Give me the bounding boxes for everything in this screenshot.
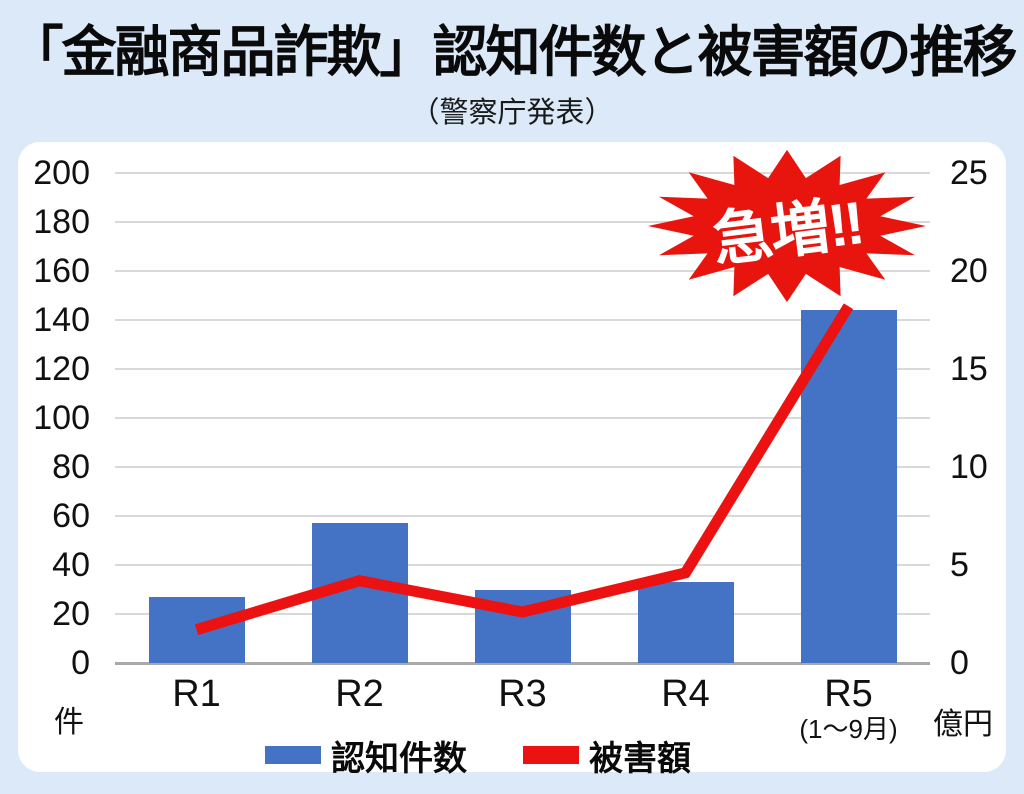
surge-badge-text: 急増‼ xyxy=(708,188,867,274)
x-label-R4: R4 xyxy=(661,673,710,715)
legend: 認知件数 被害額 xyxy=(265,737,691,778)
header: 「金融商品詐欺」認知件数と被害額の推移 （警察庁発表） xyxy=(0,0,1024,131)
legend-line-label: 被害額 xyxy=(589,739,691,778)
right-axis: 25 20 15 10 5 0 xyxy=(950,142,1006,772)
bar-R1 xyxy=(148,596,245,663)
x-label-note: (1〜9月) xyxy=(799,714,898,744)
gridline xyxy=(115,172,930,174)
left-axis-tick: 40 xyxy=(52,546,90,584)
x-label-R2: R2 xyxy=(335,673,384,715)
gridline xyxy=(115,417,930,419)
gridline xyxy=(115,564,930,566)
right-axis-tick: 0 xyxy=(950,644,969,682)
right-axis-tick: 15 xyxy=(950,350,988,388)
legend-bar-label: 認知件数 xyxy=(331,739,467,778)
left-axis-tick: 100 xyxy=(33,399,90,437)
x-label-R3: R3 xyxy=(498,673,547,715)
gridline xyxy=(115,515,930,517)
left-axis-unit: 件 xyxy=(54,706,84,739)
left-axis-tick: 160 xyxy=(33,252,90,290)
damage-line xyxy=(194,303,854,635)
left-axis-tick: 60 xyxy=(52,497,90,535)
page-title: 「金融商品詐欺」認知件数と被害額の推移 xyxy=(8,21,1017,83)
right-axis-unit: 億円 xyxy=(933,708,993,741)
left-axis-tick: 140 xyxy=(33,301,90,339)
x-axis-line xyxy=(115,661,930,665)
gridline xyxy=(115,270,930,272)
line-series xyxy=(194,303,854,635)
right-axis-tick: 5 xyxy=(950,546,969,584)
legend-bar-swatch xyxy=(265,746,321,764)
right-axis-tick: 10 xyxy=(950,448,988,486)
starburst-icon xyxy=(647,149,927,303)
legend-line-swatch xyxy=(523,746,579,764)
gridline xyxy=(115,221,930,223)
plot-area xyxy=(115,172,930,665)
left-axis-tick: 20 xyxy=(52,595,90,633)
left-axis-tick: 200 xyxy=(33,154,90,192)
left-axis-tick: 120 xyxy=(33,350,90,388)
gridline xyxy=(115,319,930,321)
right-axis-tick: 20 xyxy=(950,252,988,290)
right-axis-tick: 25 xyxy=(950,154,988,192)
x-label-R5: R5 xyxy=(824,673,873,715)
gridline xyxy=(115,466,930,468)
surge-badge: 急増‼ xyxy=(646,144,928,308)
x-label-R1: R1 xyxy=(172,673,221,715)
chart-card: 200 180 160 140 120 100 80 60 40 20 0 25 20 15 10 5 0 R… xyxy=(18,142,1006,778)
left-axis-tick: 0 xyxy=(71,644,90,682)
left-axis-tick: 80 xyxy=(52,448,90,486)
bar-R4 xyxy=(637,582,734,663)
left-axis-tick: 180 xyxy=(33,203,90,241)
gridline xyxy=(115,368,930,370)
left-axis: 200 180 160 140 120 100 80 60 40 20 0 xyxy=(18,142,90,772)
page-subtitle: （警察庁発表） xyxy=(410,96,614,129)
